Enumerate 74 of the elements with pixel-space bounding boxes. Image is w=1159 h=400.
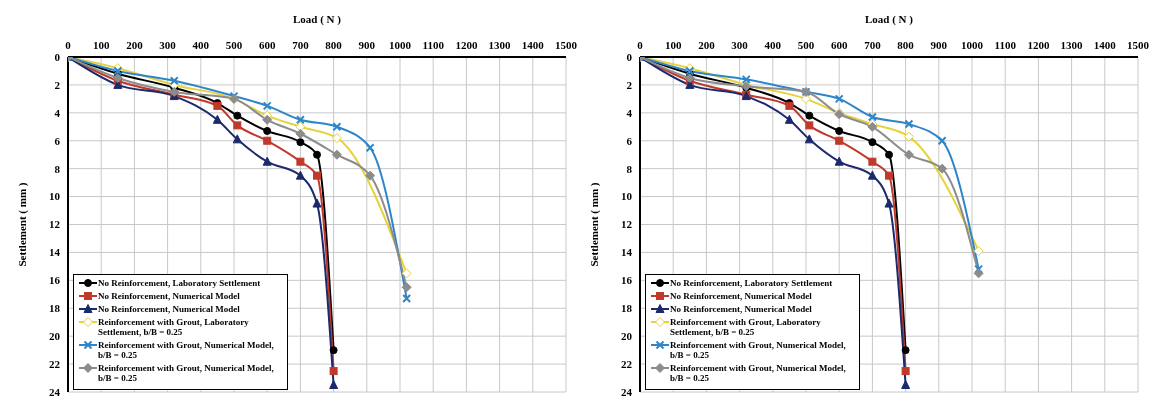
y-tick-label: 6 — [54, 134, 61, 147]
y-tick-label: 24 — [49, 385, 61, 398]
x-tick-label: 300 — [731, 39, 749, 51]
x-tick-label: 1400 — [521, 39, 545, 51]
y-tick-label: 18 — [621, 302, 633, 315]
x-tick-label: 400 — [764, 39, 782, 51]
y-tick-label: 12 — [621, 218, 633, 231]
x-tick-label: 700 — [864, 39, 882, 51]
y-tick-label: 16 — [49, 274, 61, 287]
x-tick-label: 100 — [92, 39, 110, 51]
x-tick-label: 1000 — [389, 39, 412, 51]
x-tick-label: 1300 — [1060, 39, 1084, 51]
y-tick-label: 14 — [49, 246, 61, 259]
legend-label: No Reinforcement, Laboratory Settlement — [98, 278, 261, 288]
legend-label: Reinforcement with Grout, Numerical Model, b/B = 0.25 — [670, 363, 847, 383]
y-tick-label: 22 — [49, 357, 61, 370]
x-tick-label: 1300 — [488, 39, 512, 51]
x-tick-label: 1100 — [422, 39, 445, 51]
x-tick-label: 1000 — [961, 39, 984, 51]
y-axis-title: Settlement ( mm ) — [587, 182, 601, 267]
y-axis-title: Settlement ( mm ) — [15, 182, 29, 267]
y-tick-label: 22 — [621, 357, 633, 370]
legend-label: Reinforcement with Grout, Numerical Model, b/B = 0.25 — [670, 340, 847, 360]
y-tick-label: 10 — [49, 190, 61, 203]
x-tick-label: 600 — [830, 39, 848, 51]
x-tick-label: 500 — [225, 39, 243, 51]
y-tick-label: 10 — [621, 190, 633, 203]
x-tick-label: 500 — [797, 39, 815, 51]
y-tick-label: 8 — [54, 162, 61, 175]
y-tick-label: 4 — [626, 106, 633, 119]
x-tick-label: 1200 — [1027, 39, 1050, 51]
legend-label: Reinforcement with Grout, Numerical Model, b/B = 0.25 — [98, 340, 275, 360]
x-tick-label: 1500 — [555, 39, 578, 51]
x-tick-label: 1100 — [994, 39, 1017, 51]
x-tick-label: 900 — [358, 39, 376, 51]
legend-label: Reinforcement with Grout, Numerical Model, b/B = 0.25 — [98, 363, 275, 383]
legend-label: No Reinforcement, Numerical Model — [98, 291, 240, 301]
y-tick-label: 2 — [626, 78, 633, 91]
y-tick-label: 14 — [621, 246, 633, 259]
x-tick-label: 400 — [192, 39, 210, 51]
y-tick-label: 16 — [621, 274, 633, 287]
y-tick-label: 12 — [49, 218, 61, 231]
x-tick-label: 600 — [258, 39, 276, 51]
legend-label: No Reinforcement, Numerical Model — [98, 304, 240, 314]
x-tick-label: 100 — [664, 39, 682, 51]
x-tick-label: 800 — [897, 39, 915, 51]
x-tick-label: 200 — [698, 39, 716, 51]
y-tick-label: 2 — [54, 78, 61, 91]
x-tick-label: 1400 — [1093, 39, 1117, 51]
x-tick-label: 200 — [126, 39, 144, 51]
y-tick-label: 24 — [621, 385, 633, 398]
y-tick-label: 6 — [626, 134, 633, 147]
x-tick-label: 800 — [325, 39, 343, 51]
y-tick-label: 0 — [626, 50, 633, 63]
x-tick-label: 1500 — [1127, 39, 1150, 51]
legend-label: Reinforcement with Grout, Laboratory Settlement, b/B = 0.25 — [670, 317, 822, 337]
y-tick-label: 0 — [54, 50, 61, 63]
legend-label: No Reinforcement, Laboratory Settlement — [670, 278, 833, 288]
y-tick-label: 20 — [621, 330, 633, 343]
x-axis-title: Load ( N ) — [865, 12, 914, 26]
x-tick-label: 0 — [65, 39, 72, 51]
y-tick-label: 20 — [49, 330, 61, 343]
y-tick-label: 8 — [626, 162, 633, 175]
x-tick-label: 700 — [292, 39, 310, 51]
x-tick-label: 900 — [930, 39, 948, 51]
x-tick-label: 300 — [159, 39, 177, 51]
y-tick-label: 4 — [54, 106, 61, 119]
y-tick-label: 18 — [49, 302, 61, 315]
x-tick-label: 1200 — [455, 39, 478, 51]
x-tick-label: 0 — [637, 39, 644, 51]
legend-label: Reinforcement with Grout, Laboratory Settlement, b/B = 0.25 — [98, 317, 250, 337]
legend-label: No Reinforcement, Numerical Model — [670, 291, 812, 301]
x-axis-title: Load ( N ) — [293, 12, 342, 26]
legend-label: No Reinforcement, Numerical Model — [670, 304, 812, 314]
